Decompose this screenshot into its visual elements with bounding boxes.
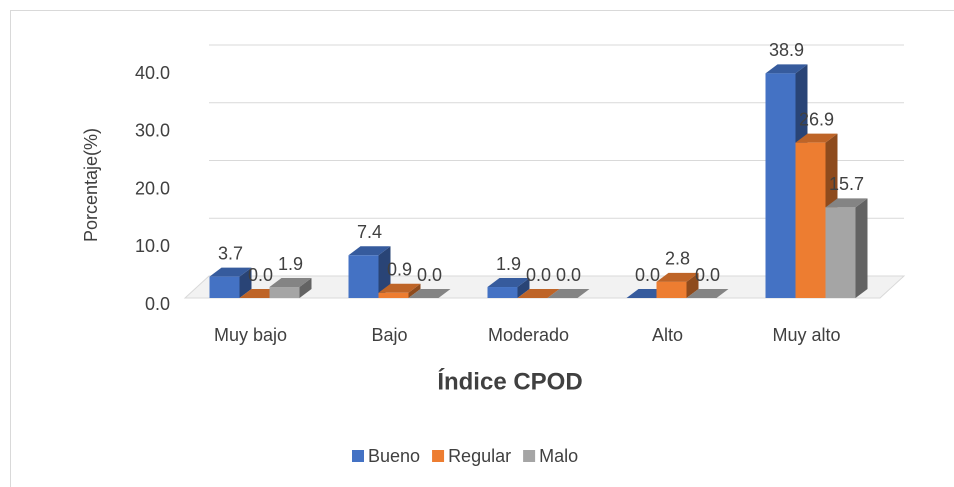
- bar-top: [517, 289, 560, 298]
- legend-swatch: [432, 450, 445, 462]
- data-label: 7.4: [357, 222, 382, 242]
- bar: [209, 276, 240, 298]
- y-tick-label: 10.0: [135, 236, 170, 256]
- data-label: 2.8: [665, 249, 690, 269]
- chart-border: [10, 10, 954, 487]
- data-label: 1.9: [496, 254, 521, 274]
- data-label: 0.0: [695, 265, 720, 285]
- x-axis-title: Índice CPOD: [437, 367, 582, 395]
- bar: [765, 73, 796, 298]
- data-label: 0.0: [635, 265, 660, 285]
- legend-label: Bueno: [368, 446, 420, 466]
- bar-top: [209, 267, 252, 277]
- data-label: 15.7: [829, 174, 864, 194]
- y-tick-label: 0.0: [145, 294, 170, 314]
- bar: [795, 142, 826, 298]
- bar: [269, 287, 300, 298]
- bar-top: [656, 272, 699, 282]
- data-label: 38.9: [769, 40, 804, 60]
- bar-side: [239, 267, 252, 298]
- bar: [487, 287, 518, 298]
- x-tick-label: Bajo: [371, 325, 407, 345]
- bar-top: [795, 133, 838, 143]
- bar-top: [547, 289, 590, 298]
- bar-side: [686, 272, 699, 298]
- legend-label: Malo: [539, 446, 578, 466]
- data-label: 0.9: [387, 260, 412, 280]
- data-label: 0.0: [248, 265, 273, 285]
- data-label: 1.9: [278, 254, 303, 274]
- y-axis-title: Porcentaje(%): [81, 128, 101, 242]
- bar-top: [686, 289, 729, 298]
- bar-top: [765, 64, 808, 74]
- x-tick-label: Alto: [652, 325, 683, 345]
- data-label: 3.7: [218, 243, 243, 263]
- bar-side: [517, 278, 530, 298]
- legend-swatch: [352, 450, 364, 462]
- bar-top: [408, 289, 451, 298]
- data-label: 0.0: [526, 265, 551, 285]
- x-tick-label: Muy alto: [772, 325, 840, 345]
- bar-top: [378, 283, 421, 293]
- bar: [825, 207, 856, 298]
- legend-label: Regular: [448, 446, 511, 466]
- bar: [656, 281, 687, 298]
- bar-top: [487, 278, 530, 288]
- bar-top: [825, 198, 868, 208]
- y-tick-label: 40.0: [135, 63, 170, 83]
- bar-side: [855, 198, 868, 298]
- bar-side: [378, 246, 391, 298]
- bar: [378, 292, 409, 298]
- x-tick-label: Moderado: [488, 325, 569, 345]
- data-label: 0.0: [556, 265, 581, 285]
- bar-side: [299, 278, 312, 298]
- data-label: 0.0: [417, 265, 442, 285]
- bar-top: [348, 246, 391, 256]
- x-tick-label: Muy bajo: [214, 325, 287, 345]
- legend-swatch: [523, 450, 536, 462]
- bar-side: [408, 283, 421, 298]
- y-tick-label: 20.0: [135, 178, 170, 198]
- bar-top: [269, 278, 312, 288]
- bar: [348, 255, 379, 298]
- y-tick-label: 30.0: [135, 121, 170, 141]
- data-label: 26.9: [799, 109, 834, 129]
